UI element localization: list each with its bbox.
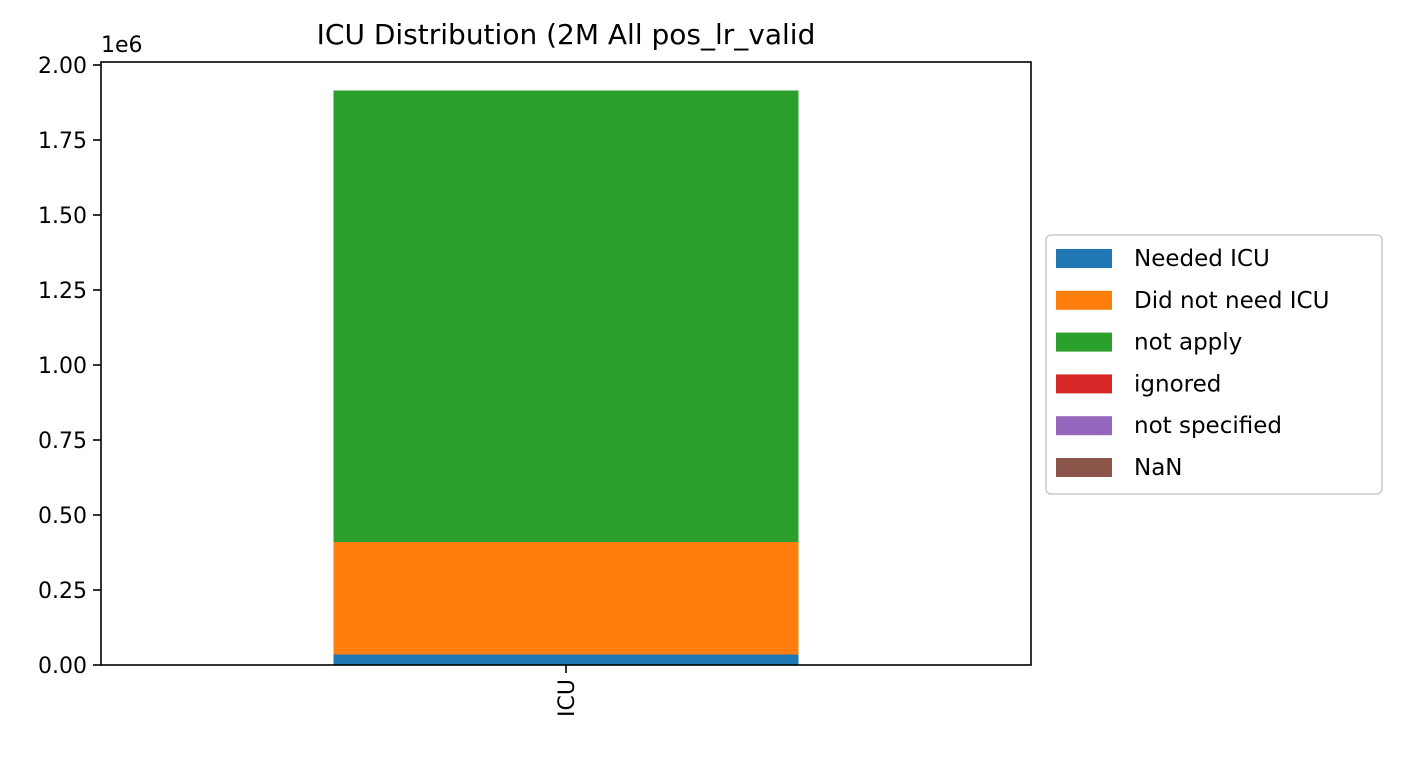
legend-swatch-needed-icu: [1056, 249, 1112, 268]
y-tick-label: 1.25: [38, 279, 87, 304]
legend-swatch-not-specified: [1056, 416, 1112, 436]
bar-segment-did-not-need-icu: [333, 542, 799, 655]
legend: Needed ICU Did not need ICU not apply ignor…: [1045, 234, 1383, 495]
legend-swatch-nan: [1056, 458, 1112, 477]
y-tick-label: 0.00: [38, 654, 87, 679]
bars-layer: [333, 90, 799, 665]
bar-segment-not-apply: [333, 90, 799, 542]
y-tick-label: 0.25: [38, 579, 87, 604]
legend-swatch-not-apply: [1056, 332, 1112, 352]
legend-swatch-ignored: [1056, 374, 1112, 394]
y-offset-label: 1e6: [101, 33, 143, 58]
y-tick-label: 1.50: [38, 204, 87, 229]
legend-label-not-specified: not specified: [1134, 413, 1282, 439]
x-tick-label: ICU: [555, 679, 580, 717]
y-tick-label: 0.75: [38, 429, 87, 454]
x-axis: ICU: [555, 665, 580, 717]
chart-title: ICU Distribution (2M All pos_lr_valid: [317, 18, 816, 51]
legend-frame: [1045, 234, 1383, 495]
y-axis: 0.00 0.25 0.50 0.75 1.00 1.25 1.50 1.75 2.00: [38, 54, 101, 679]
legend-swatch-did-not-need-icu: [1056, 290, 1112, 310]
bar-segment-needed-icu: [333, 654, 799, 665]
legend-label-not-apply: not apply: [1134, 330, 1242, 356]
y-tick-label: 2.00: [38, 54, 87, 79]
y-tick-label: 0.50: [38, 504, 87, 529]
y-tick-label: 1.00: [38, 354, 87, 379]
legend-label-nan: NaN: [1134, 455, 1183, 481]
legend-label-ignored: ignored: [1134, 371, 1221, 397]
y-tick-label: 1.75: [38, 129, 87, 154]
legend-label-needed-icu: Needed ICU: [1134, 246, 1270, 272]
legend-label-did-not-need-icu: Did not need ICU: [1134, 288, 1329, 314]
